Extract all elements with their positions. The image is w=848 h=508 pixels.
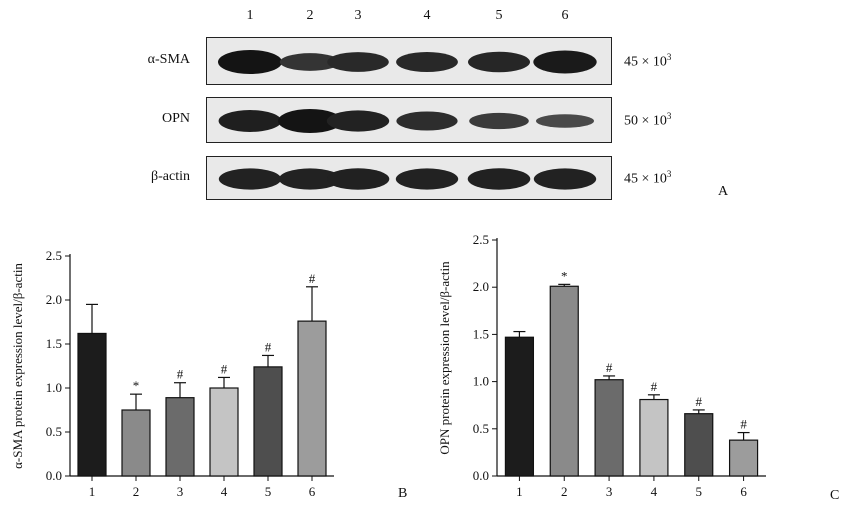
blot-band [278, 168, 342, 190]
x-tick-label: 6 [309, 484, 316, 499]
molecular-weight-label: 45 × 103 [624, 52, 671, 71]
y-tick-label: 2.0 [473, 279, 489, 294]
significance-mark: # [177, 367, 184, 382]
blot-band [396, 51, 458, 73]
mw-exponent: 3 [666, 52, 672, 62]
lane-number-2: 2 [306, 8, 314, 23]
blot-row-label: β-actin [151, 169, 190, 184]
significance-mark: * [133, 378, 140, 393]
molecular-weight-label: 50 × 103 [624, 111, 671, 130]
blot-strip [206, 156, 612, 200]
x-tick-label: 4 [221, 484, 228, 499]
blot-band [326, 110, 390, 132]
y-tick-label: 1.0 [46, 380, 62, 395]
lane-number-4: 4 [423, 8, 431, 23]
panel-letter-a: A [718, 184, 729, 199]
blot-band [327, 52, 389, 72]
x-tick-label: 2 [133, 484, 140, 499]
significance-mark: # [309, 271, 316, 286]
chart-b: 0.0 0.5 1.0 1.5 2.0 2.5 α-SMA protein expressi… [10, 248, 334, 499]
y-axis-label: OPN protein expression level/β-actin [437, 261, 452, 455]
chart-c: 0.0 0.5 1.0 1.5 2.0 2.5 OPN protein expression… [437, 232, 766, 499]
blot-band [326, 168, 390, 190]
y-tick-label: 2.5 [46, 248, 62, 263]
blot-band [218, 168, 282, 190]
x-tick-label: 6 [740, 484, 747, 499]
y-tick-label: 1.0 [473, 374, 489, 389]
y-tick-label: 0.0 [46, 468, 62, 483]
blot-band [536, 114, 594, 128]
x-tick-label: 1 [516, 484, 523, 499]
bar-2 [121, 409, 151, 477]
bar-3 [594, 379, 624, 477]
blot-band [468, 51, 530, 73]
bar-6 [728, 439, 759, 477]
lane-number-6: 6 [561, 8, 569, 23]
panel-letter-b: B [398, 486, 408, 501]
mw-exponent: 3 [666, 111, 672, 121]
bar-2 [549, 285, 579, 477]
lane-number-3: 3 [354, 8, 362, 23]
mw-base: 50 × 10 [624, 113, 667, 129]
y-tick-label: 2.0 [46, 292, 62, 307]
mw-base: 45 × 10 [624, 54, 667, 70]
significance-mark: * [561, 268, 568, 283]
significance-mark: # [740, 417, 747, 432]
x-tick-label: 1 [89, 484, 96, 499]
y-tick-label: 2.5 [473, 232, 489, 247]
significance-mark: # [696, 394, 703, 409]
blot-band [279, 53, 341, 71]
y-tick-label: 0.5 [473, 421, 489, 436]
mw-base: 45 × 10 [624, 171, 667, 187]
blot-band [278, 109, 342, 133]
blot-band [218, 50, 282, 74]
blot-band [533, 168, 597, 190]
x-tick-label: 3 [177, 484, 184, 499]
chart-c-plot: 0.0 0.5 1.0 1.5 2.0 2.5 OPN protein expression… [437, 232, 766, 499]
y-tick-label: 0.5 [46, 424, 62, 439]
x-tick-label: 4 [651, 484, 658, 499]
blot-strip [206, 97, 612, 143]
bar-4 [209, 387, 239, 477]
bar-3 [165, 397, 195, 477]
blot-strip [206, 37, 612, 85]
x-tick-label: 5 [696, 484, 703, 499]
x-tick-label: 2 [561, 484, 568, 499]
significance-mark: # [606, 360, 613, 375]
bar-5 [253, 366, 283, 477]
significance-mark: # [651, 379, 658, 394]
blot-band [218, 110, 282, 132]
mw-exponent: 3 [666, 169, 672, 179]
panel-letter-c: C [830, 488, 840, 503]
lane-number-5: 5 [495, 8, 503, 23]
x-tick-label: 3 [606, 484, 613, 499]
lane-number-1: 1 [246, 8, 254, 23]
bar-6 [297, 320, 327, 477]
significance-mark: # [265, 339, 272, 354]
bar-1 [77, 332, 107, 477]
y-axis-label: α-SMA protein expression level/β-actin [10, 263, 25, 469]
blot-band [469, 112, 529, 130]
y-tick-label: 0.0 [473, 468, 489, 483]
blot-band [467, 168, 531, 190]
blot-band [395, 168, 459, 190]
y-tick-label: 1.5 [473, 326, 489, 341]
molecular-weight-label: 45 × 103 [624, 169, 671, 188]
chart-b-plot: 0.0 0.5 1.0 1.5 2.0 2.5 α-SMA protein expressi… [10, 248, 334, 499]
blot-row-label: α-SMA [147, 52, 190, 67]
significance-mark: # [221, 361, 228, 376]
blot-band [396, 111, 458, 131]
bar-4 [639, 398, 669, 477]
bar-5 [684, 413, 714, 477]
bar-1 [504, 336, 535, 477]
y-tick-label: 1.5 [46, 336, 62, 351]
blot-row-label: OPN [161, 111, 190, 126]
blot-band [533, 50, 597, 74]
x-tick-label: 5 [265, 484, 272, 499]
